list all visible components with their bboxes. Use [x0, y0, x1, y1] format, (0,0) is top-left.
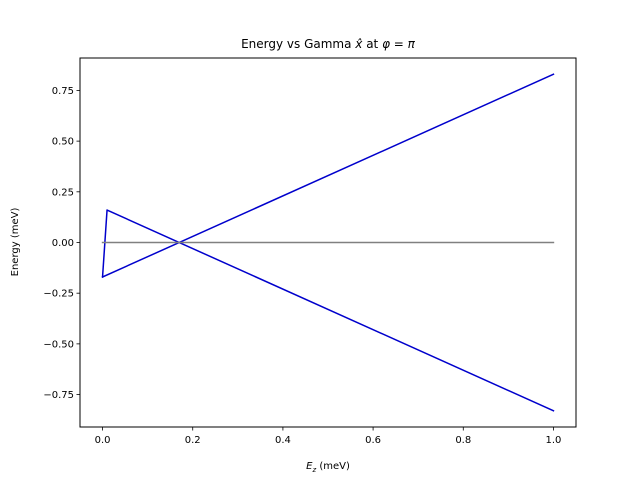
x-tick-label: 0.4: [275, 435, 291, 446]
y-tick-label: −0.75: [43, 390, 74, 401]
x-tick-label: 0.8: [455, 435, 471, 446]
y-tick-label: −0.25: [43, 289, 74, 300]
x-ticks: 0.0 0.2 0.4 0.6 0.8 1.0: [95, 427, 562, 446]
y-tick-label: −0.50: [43, 339, 74, 350]
y-ticks: −0.75 −0.50 −0.25 0.00 0.25 0.50 0.75: [43, 86, 80, 401]
x-tick-label: 1.0: [546, 435, 562, 446]
x-tick-label: 0.0: [95, 435, 111, 446]
series-layer: [101, 73, 555, 412]
x-tick-label: 0.6: [365, 435, 381, 446]
chart-title: Energy vs Gamma x̂ at φ = π: [241, 37, 416, 51]
series-line-0: [101, 73, 555, 278]
y-tick-label: 0.50: [52, 137, 74, 148]
y-axis-label: Energy (meV): [10, 208, 21, 277]
y-tick-label: 0.25: [52, 187, 74, 198]
series-line-1: [101, 209, 555, 412]
x-tick-label: 0.2: [185, 435, 201, 446]
y-tick-label: 0.75: [52, 86, 74, 97]
x-axis-label: Ez (meV): [306, 461, 350, 474]
y-tick-label: 0.00: [52, 238, 74, 249]
